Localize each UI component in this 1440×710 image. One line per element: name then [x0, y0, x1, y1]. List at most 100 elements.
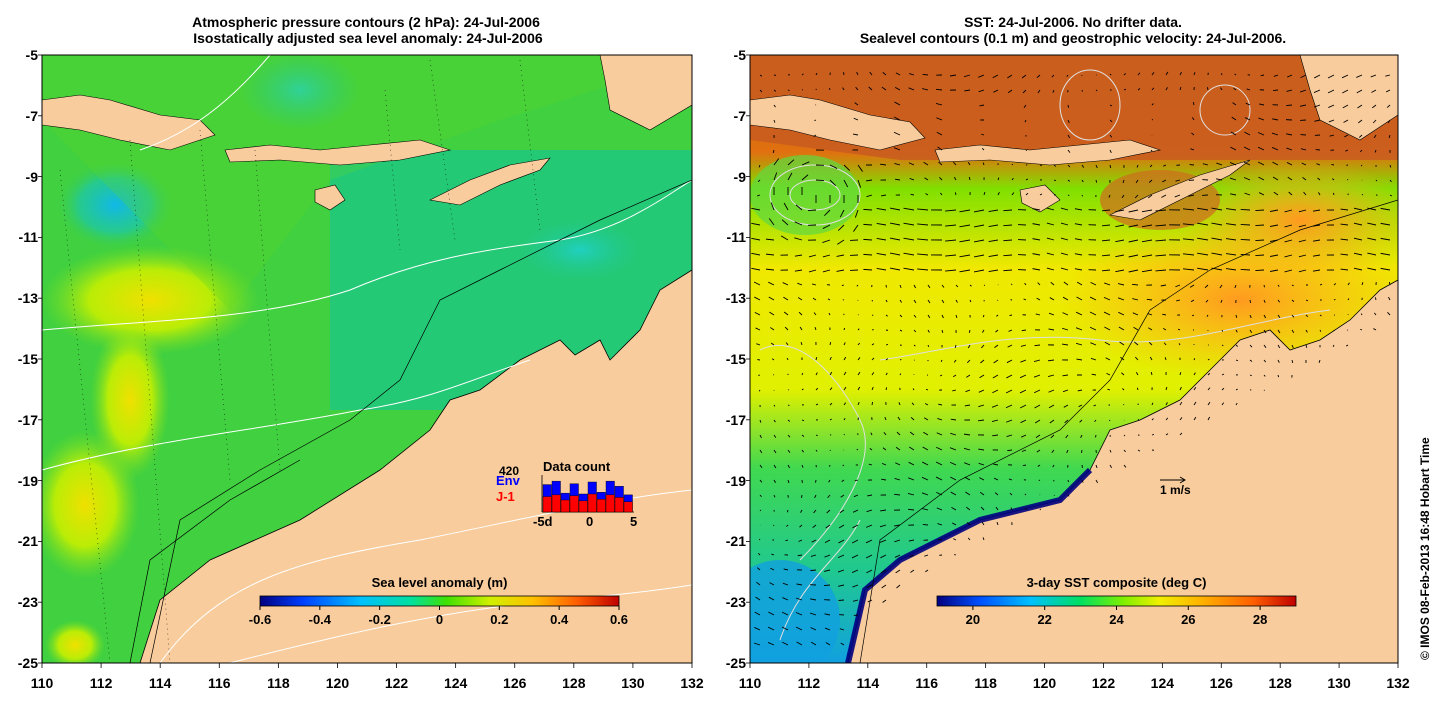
velocity-arrow [1269, 254, 1279, 257]
velocity-arrow [1115, 239, 1125, 243]
velocity-arrow [1066, 449, 1069, 454]
velocity-arrow [1109, 164, 1112, 169]
velocity-arrow [799, 326, 803, 331]
velocity-arrow [945, 224, 957, 227]
right-y-tick-label: -15 [725, 351, 746, 367]
velocity-arrow [941, 284, 945, 288]
velocity-arrow [1374, 149, 1377, 153]
velocity-arrow [1046, 237, 1055, 241]
velocity-arrow [1269, 269, 1279, 272]
velocity-arrow [1215, 178, 1223, 181]
velocity-arrow [1062, 296, 1069, 301]
right-y-tick-label: -7 [733, 107, 746, 124]
velocity-arrow [1019, 389, 1027, 394]
left-y-tick-label: -13 [17, 290, 38, 307]
velocity-arrow [924, 554, 929, 557]
velocity-arrow [1319, 283, 1323, 286]
velocity-arrow [1120, 356, 1125, 361]
velocity-arrow [1291, 314, 1295, 318]
left-y-tick-label: -7 [25, 107, 38, 124]
velocity-arrow [1089, 326, 1097, 331]
velocity-arrow [797, 282, 803, 286]
velocity-arrow [893, 131, 901, 136]
velocity-arrow [1332, 344, 1335, 347]
velocity-arrow [1314, 119, 1321, 122]
velocity-arrow [1037, 282, 1041, 286]
velocity-arrow [1123, 73, 1126, 76]
velocity-arrow [863, 268, 873, 271]
velocity-arrow [1277, 284, 1280, 287]
right-colorbar-tick-label: 26 [1181, 612, 1196, 627]
velocity-arrow [1344, 134, 1349, 138]
velocity-arrow [955, 314, 958, 319]
velocity-arrow [1115, 209, 1125, 213]
velocity-arrow [1039, 164, 1042, 167]
velocity-arrow [771, 358, 775, 361]
velocity-arrow [1101, 239, 1111, 242]
velocity-arrow [1053, 494, 1055, 496]
velocity-arrow [1175, 284, 1181, 288]
velocity-arrow [1021, 74, 1027, 79]
velocity-arrow [1263, 374, 1266, 377]
velocity-arrow [1221, 402, 1225, 406]
velocity-arrow [1388, 281, 1391, 286]
velocity-arrow [1318, 192, 1321, 196]
velocity-arrow [876, 253, 887, 256]
velocity-arrow [1109, 104, 1113, 107]
velocity-arrow [1151, 418, 1154, 421]
velocity-arrow [1191, 132, 1195, 136]
velocity-arrow [1115, 224, 1125, 228]
velocity-arrow [1342, 89, 1349, 94]
j1-count-bar [560, 499, 570, 513]
velocity-arrow [1006, 374, 1013, 379]
left-y-tick-label: -15 [17, 351, 38, 367]
velocity-arrow [768, 611, 775, 616]
velocity-arrow [1025, 149, 1028, 152]
velocity-arrow [871, 386, 874, 391]
velocity-arrow [964, 404, 971, 407]
velocity-arrow [1117, 297, 1125, 301]
velocity-arrow [1023, 298, 1027, 301]
velocity-arrow [811, 283, 817, 286]
velocity-arrow [1277, 314, 1281, 319]
velocity-arrow [988, 254, 999, 258]
velocity-arrow [940, 359, 943, 362]
velocity-arrow [1151, 72, 1155, 76]
velocity-arrow [1272, 176, 1279, 181]
velocity-arrow [771, 553, 775, 556]
velocity-arrow [1135, 179, 1139, 184]
velocity-arrow [823, 584, 831, 587]
velocity-arrow [995, 329, 999, 333]
velocity-arrow [1286, 162, 1293, 166]
velocity-arrow [996, 521, 999, 526]
velocity-arrow [978, 462, 985, 466]
velocity-arrow [949, 74, 957, 77]
velocity-arrow [1162, 328, 1167, 331]
velocity-arrow [1121, 372, 1125, 376]
velocity-arrow [1235, 344, 1239, 347]
velocity-arrow [787, 464, 790, 469]
velocity-arrow [765, 253, 775, 256]
velocity-arrow [899, 299, 903, 303]
velocity-arrow [1367, 222, 1377, 226]
velocity-arrow [1191, 117, 1195, 121]
velocity-arrow [1255, 254, 1265, 257]
velocity-arrow [1074, 268, 1083, 271]
left-x-tick-label: 122 [384, 675, 409, 691]
velocity-arrow [757, 567, 761, 571]
velocity-arrow [751, 267, 761, 271]
velocity-arrow [813, 312, 817, 316]
data-count-x-label-mid: 0 [586, 514, 594, 529]
left-y-tick-label: -11 [18, 229, 38, 246]
velocity-arrow [1333, 283, 1337, 286]
velocity-arrow [1036, 74, 1041, 79]
velocity-arrow [751, 237, 761, 241]
velocity-arrow [1075, 327, 1083, 331]
velocity-arrow [893, 147, 901, 151]
velocity-arrow [794, 237, 803, 241]
velocity-arrow [981, 521, 985, 526]
left-colorbar-tick-label: -0.6 [248, 612, 272, 627]
velocity-arrow [1319, 314, 1322, 317]
velocity-arrow [809, 598, 817, 601]
velocity-arrow [773, 419, 776, 423]
